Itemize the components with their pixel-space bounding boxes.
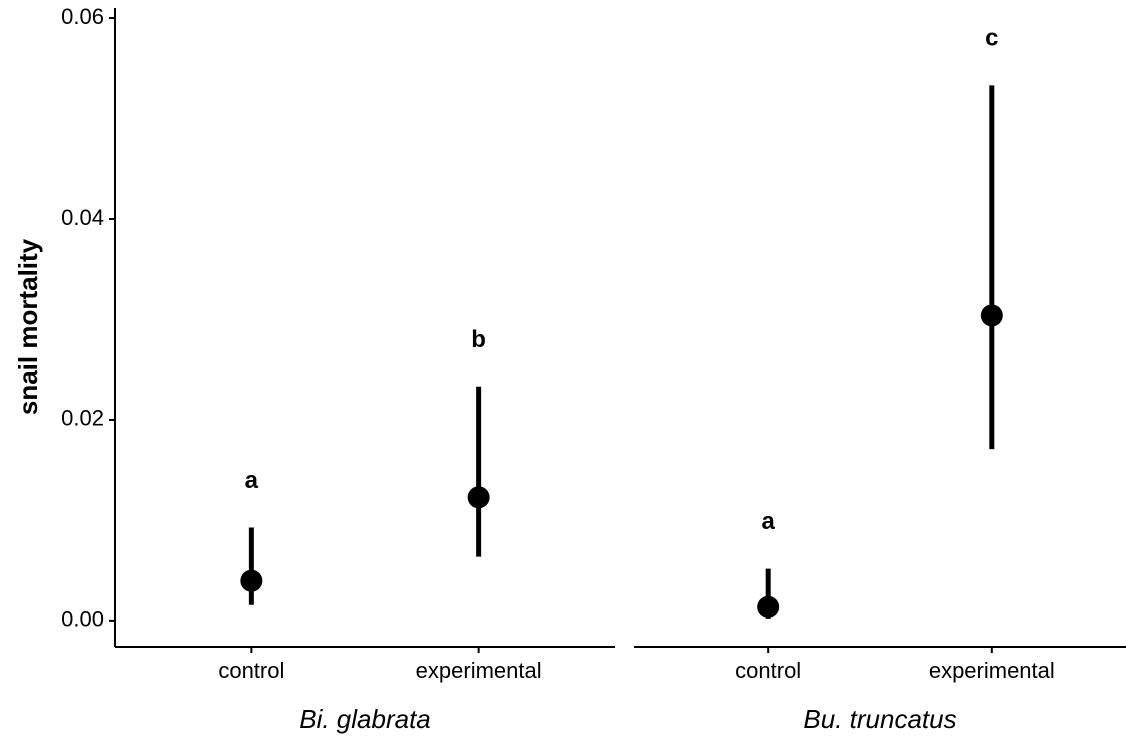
y-tick-label: 0.02 <box>61 406 104 431</box>
significance-letter: a <box>245 467 259 494</box>
x-tick-label: control <box>218 658 284 683</box>
point <box>467 486 490 509</box>
point <box>757 595 780 618</box>
panel-title: Bu. truncatus <box>803 704 956 734</box>
x-tick-label: control <box>735 658 801 683</box>
panel-title: Bi. glabrata <box>299 704 431 734</box>
x-tick-label: experimental <box>929 658 1055 683</box>
significance-letter: b <box>471 326 486 353</box>
point <box>980 304 1003 327</box>
x-tick-label: experimental <box>416 658 542 683</box>
significance-letter: a <box>762 508 776 535</box>
y-tick-label: 0.06 <box>61 4 104 29</box>
y-tick-label: 0.00 <box>61 607 104 632</box>
y-axis-label: snail mortality <box>13 238 43 415</box>
significance-letter: c <box>985 25 998 52</box>
point <box>240 569 263 592</box>
y-tick-label: 0.04 <box>61 205 104 230</box>
